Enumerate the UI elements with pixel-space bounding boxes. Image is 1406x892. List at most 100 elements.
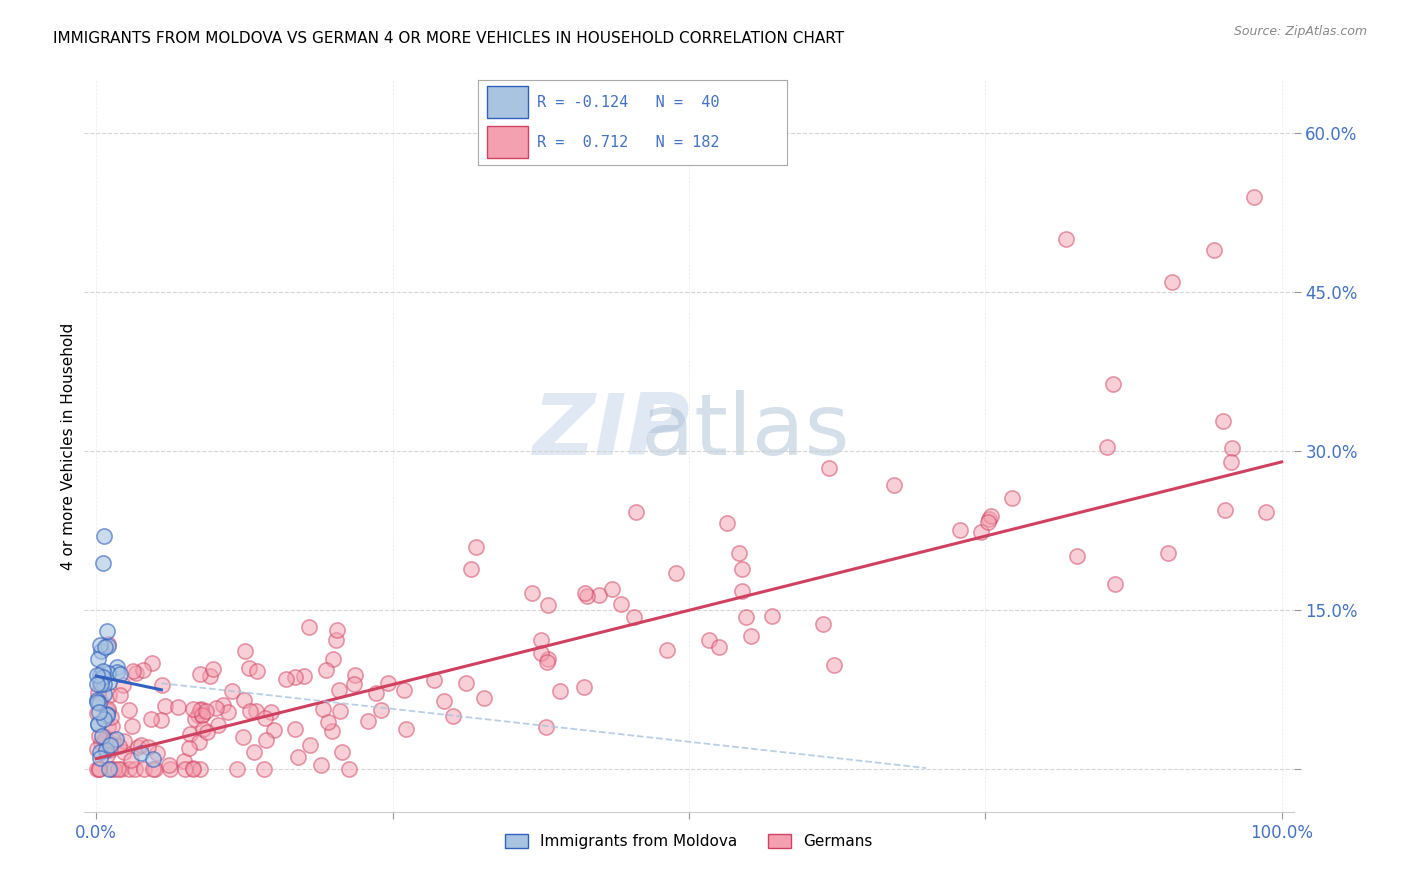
Point <box>183 712 205 726</box>
Point <box>980 509 1002 524</box>
Point <box>1097 440 1119 454</box>
Point <box>89 676 111 690</box>
Point <box>253 711 276 725</box>
Point <box>94 733 117 747</box>
Point <box>245 704 267 718</box>
Text: Source: ZipAtlas.com: Source: ZipAtlas.com <box>1233 25 1367 38</box>
Point <box>433 693 456 707</box>
Point <box>1066 549 1088 563</box>
Point <box>588 588 610 602</box>
Text: ZIP: ZIP <box>531 390 689 473</box>
Point <box>157 758 180 772</box>
Point <box>94 640 117 654</box>
Point <box>1202 243 1225 257</box>
Point <box>141 657 163 671</box>
Point <box>122 664 145 678</box>
Point <box>610 597 633 611</box>
Point <box>97 702 120 716</box>
Point <box>239 704 262 718</box>
Point <box>238 661 260 675</box>
Point <box>87 762 110 776</box>
Point <box>195 705 218 719</box>
Point <box>366 686 388 700</box>
Point <box>111 678 134 692</box>
Point <box>276 673 298 687</box>
Point <box>125 666 148 681</box>
Point <box>90 736 112 750</box>
Point <box>211 698 233 712</box>
Point <box>665 566 688 581</box>
Point <box>325 633 347 648</box>
Text: R =  0.712   N = 182: R = 0.712 N = 182 <box>537 135 720 150</box>
Point <box>197 724 219 739</box>
Point <box>329 704 352 718</box>
Point <box>129 738 152 752</box>
Point <box>86 677 108 691</box>
Point <box>142 752 165 766</box>
Point <box>98 674 121 689</box>
Point <box>181 702 204 716</box>
Point <box>138 739 160 754</box>
Point <box>96 707 118 722</box>
Point <box>141 712 163 726</box>
Point <box>312 702 335 716</box>
Point <box>87 696 110 710</box>
Point <box>90 644 112 658</box>
Point <box>207 718 229 732</box>
Point <box>89 694 111 708</box>
Point <box>93 712 115 726</box>
Point <box>188 667 211 681</box>
Bar <box>488 126 527 158</box>
Point <box>132 762 155 776</box>
Point <box>322 652 344 666</box>
Point <box>159 762 181 776</box>
Point <box>1213 503 1236 517</box>
Point <box>93 687 115 701</box>
Point <box>173 755 195 769</box>
Point <box>103 732 125 747</box>
Point <box>1001 491 1024 505</box>
Point <box>108 689 131 703</box>
Point <box>626 505 648 519</box>
Point <box>536 599 558 613</box>
Point <box>97 762 120 776</box>
Point <box>299 738 322 752</box>
Point <box>110 762 132 776</box>
Point <box>190 708 212 723</box>
Point <box>298 620 321 634</box>
Point <box>152 678 174 692</box>
Point <box>472 690 495 705</box>
Point <box>121 719 143 733</box>
Point <box>93 529 115 543</box>
Point <box>731 583 754 598</box>
Point <box>120 753 142 767</box>
Point <box>103 762 125 776</box>
Point <box>177 741 200 756</box>
Point <box>108 739 131 753</box>
Point <box>118 703 141 717</box>
Point <box>105 731 128 746</box>
Point <box>454 676 477 690</box>
Point <box>697 632 720 647</box>
Point <box>284 722 307 736</box>
Point <box>86 667 108 681</box>
Point <box>977 515 1000 529</box>
Point <box>1102 376 1125 391</box>
Point <box>294 668 316 682</box>
Point <box>105 660 128 674</box>
Point <box>89 762 111 776</box>
Point <box>537 651 560 665</box>
Point <box>96 720 118 734</box>
Point <box>87 716 110 731</box>
Point <box>100 762 122 776</box>
Point <box>93 676 115 690</box>
Point <box>97 704 120 718</box>
Point <box>112 734 135 748</box>
Point <box>232 693 254 707</box>
Point <box>91 670 114 684</box>
Point <box>198 669 221 683</box>
Point <box>86 693 108 707</box>
Text: atlas: atlas <box>531 390 849 473</box>
Point <box>188 703 211 717</box>
Point <box>574 680 596 694</box>
